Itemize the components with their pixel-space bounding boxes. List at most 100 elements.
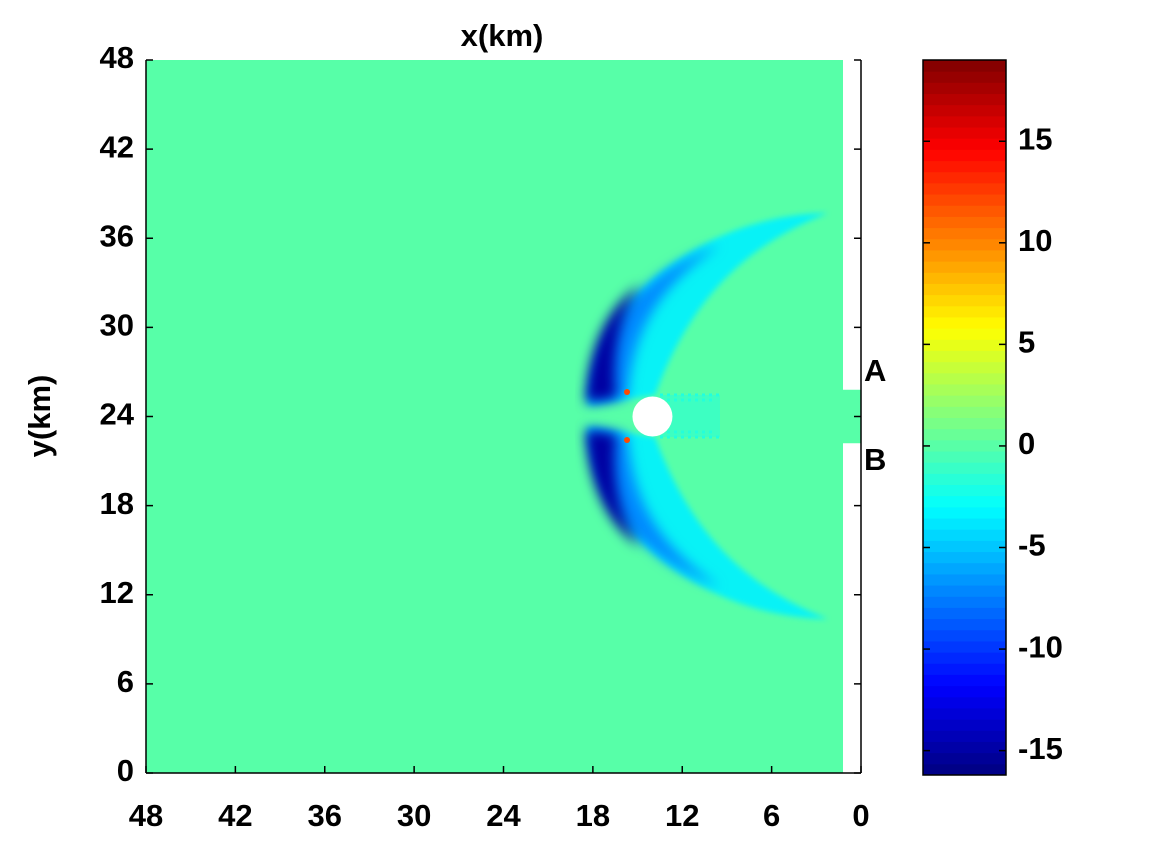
colorbar-segment [923,383,1006,396]
colorbar-segment [923,752,1006,765]
colorbar-segment [923,529,1006,541]
x-tick-label: 18 [576,798,610,833]
obstacle [632,396,673,437]
hotspot [624,437,630,443]
hotspot [624,389,630,395]
wake-mid [588,427,720,587]
colorbar-segment [923,272,1006,284]
y-tick-label: 30 [100,308,134,343]
y-axis-label: y(km) [22,375,57,458]
colorbar-segment [923,495,1006,508]
wake-mid [588,245,720,405]
colorbar-segment [923,652,1006,664]
x-tick-label: 24 [486,798,521,833]
colorbar-segment [923,104,1006,117]
colorbar-segment [923,719,1006,731]
strip [843,443,861,773]
colorbar-segment [923,462,1006,474]
y-tick-label: 18 [100,486,134,521]
x-tick-label: 42 [218,798,252,833]
colorbar-segment [923,160,1006,173]
colorbar-segment [923,339,1006,351]
colorbar-segment [923,640,1006,653]
colorbar-segment [923,674,1006,687]
colorbar-segment [923,707,1006,720]
y-tick-label: 6 [117,664,134,699]
y-tick-label: 12 [100,575,134,610]
colorbar-segment [923,82,1006,95]
colorbar-segment [923,149,1006,162]
colorbar-segment [923,71,1006,83]
colorbar-segment [923,540,1006,553]
colorbar-segment [923,629,1006,642]
colorbar-segment [923,60,1006,72]
colorbar-segment [923,115,1006,128]
colorbar-segment [923,618,1006,631]
x-tick-label: 0 [852,798,869,833]
colorbar-segment [923,127,1006,139]
colorbar-segment [923,249,1006,262]
field [146,60,843,773]
colorbar-segment [923,93,1006,106]
colorbar-segment [923,607,1006,620]
x-tick-label: 30 [397,798,431,833]
field-background [146,60,843,773]
colorbar-segment [923,506,1006,519]
y-tick-label: 24 [100,397,135,432]
colorbar-frame [922,59,1007,776]
colorbar-segment [923,372,1006,385]
colorbar-segment [923,518,1006,530]
colorbar-segment [923,138,1006,150]
y-tick-label: 36 [100,218,134,253]
colorbar-segment [923,439,1006,452]
colorbar-segment [923,596,1006,608]
colorbar-tick-label: 0 [1018,426,1035,461]
colorbar-segment [923,395,1006,407]
colorbar-segment [923,194,1006,206]
colorbar-tick-label: -15 [1018,731,1063,766]
colorbar-segment [923,663,1006,675]
x-axis-label: x(km) [461,18,544,53]
colorbar-segment [923,171,1006,184]
colorbar-segment [923,428,1006,441]
colorbar-segment [923,730,1006,742]
wake-outer [588,213,828,405]
y-tick-label: 48 [100,40,134,75]
colorbar-segment [923,294,1006,307]
colorbar-segment [923,406,1006,418]
colorbar-segment [923,685,1006,698]
colorbar-segment [923,741,1006,754]
colorbar-tick-label: -5 [1018,528,1046,563]
colorbar-segment [923,562,1006,575]
colorbar-segment [923,585,1006,597]
colorbar-segment [923,473,1006,486]
wake-core [586,285,640,402]
colorbar-segment [923,696,1006,709]
colorbar-segment [923,316,1006,329]
colorbar-segment [923,350,1006,363]
colorbar-segment [923,305,1006,318]
colorbar-segment [923,283,1006,296]
annotation: A [864,353,886,388]
strip-gap [843,389,861,444]
colorbar-segment [923,551,1006,564]
colorbar-segment [923,328,1006,340]
x-tick-label: 12 [665,798,699,833]
y-tick-label: 42 [100,129,134,164]
colorbar-segment [923,182,1006,195]
colorbar-segment [923,238,1006,251]
colorbar-segment [923,205,1006,217]
colorbar-tick-label: 15 [1018,121,1052,156]
colorbar-segment [923,451,1006,463]
wake-outer [588,427,828,619]
colorbar-segment [923,261,1006,273]
strip [843,60,861,390]
colorbar-segment [923,573,1006,586]
colorbar-segment [923,227,1006,240]
colorbar-segment [923,763,1006,776]
colorbar-tick-label: 10 [1018,223,1052,258]
colorbar-tick-label: 5 [1018,325,1035,360]
x-tick-label: 6 [763,798,780,833]
x-tick-label: 36 [308,798,342,833]
